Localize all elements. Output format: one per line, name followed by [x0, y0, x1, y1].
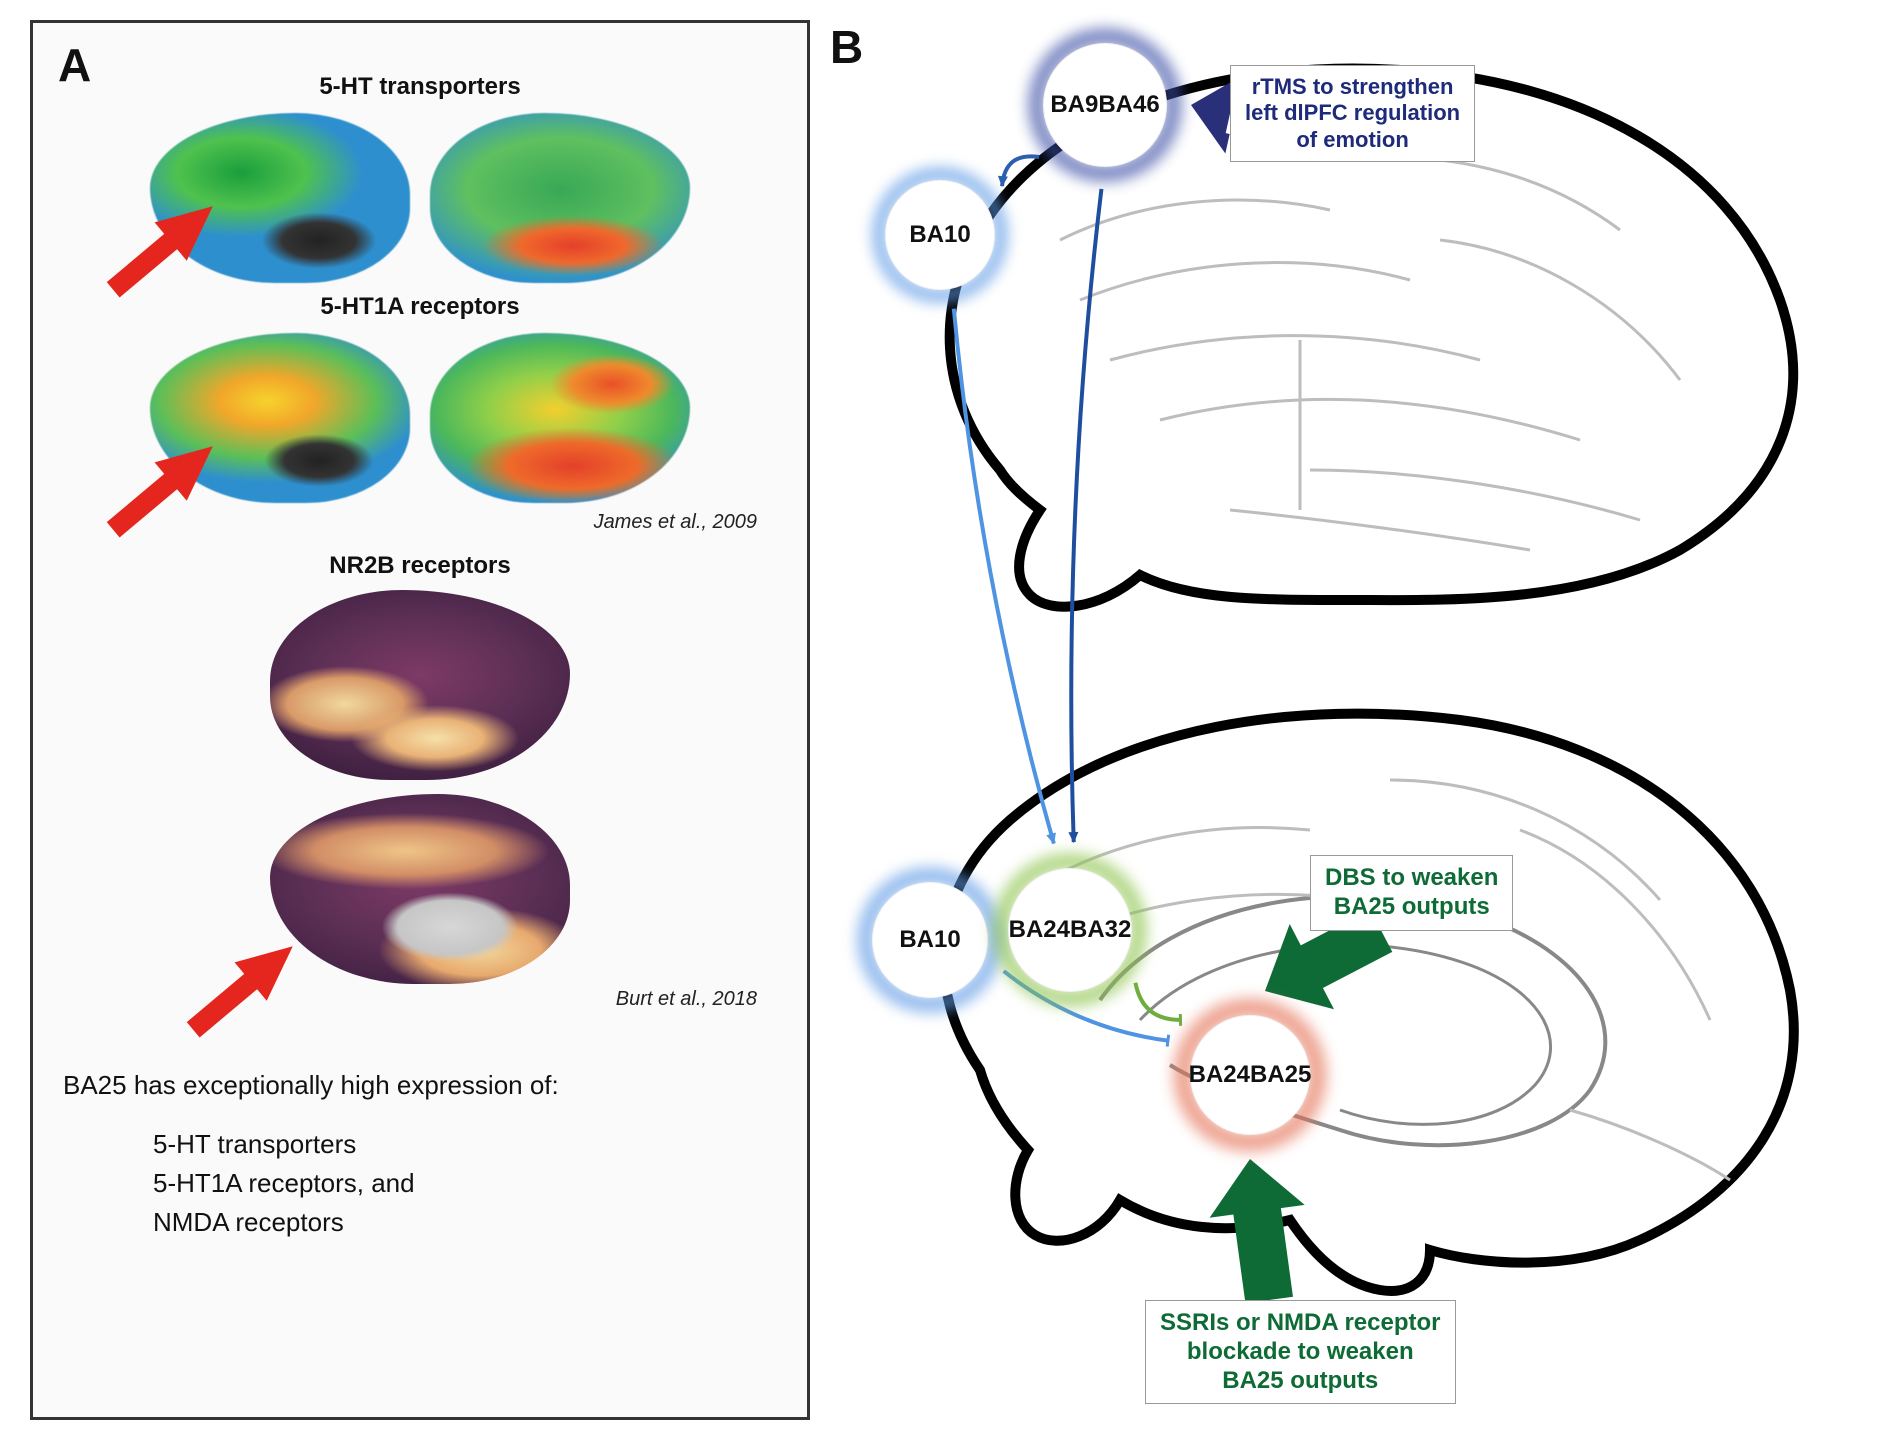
brain-5ht-medial: [150, 113, 410, 283]
brain-nr2b-medial: [270, 794, 570, 984]
row1-title: 5-HT transporters: [63, 73, 777, 101]
node-ba10_bot: BA10: [872, 882, 988, 998]
panel-a: A 5-HT transporters 5-HT1A receptors Jam…: [30, 20, 810, 1420]
panel-a-footer: BA25 has exceptionally high expression o…: [63, 1066, 777, 1242]
figure-root: A 5-HT transporters 5-HT1A receptors Jam…: [0, 0, 1881, 1453]
brain-5ht-lateral: [430, 113, 690, 283]
brain-5ht1a-lateral: [430, 333, 690, 503]
citation-james: James et al., 2009: [63, 511, 757, 534]
footer-item: NMDA receptors: [153, 1203, 777, 1242]
row2-title: 5-HT1A receptors: [63, 293, 777, 321]
footer-item: 5-HT transporters: [153, 1125, 777, 1164]
citation-burt: Burt et al., 2018: [63, 988, 757, 1011]
row2-brains: [63, 333, 777, 503]
row3-brains: [63, 590, 777, 984]
node-ba24_25: BA24BA25: [1190, 1015, 1310, 1135]
node-ba24_32: BA24BA32: [1008, 868, 1132, 992]
panel-a-label: A: [58, 38, 91, 92]
brain-nr2b-lateral: [270, 590, 570, 780]
callout-ssri: SSRIs or NMDA receptorblockade to weaken…: [1145, 1300, 1456, 1404]
brain-5ht1a-medial: [150, 333, 410, 503]
node-dlpfc: BA9BA46: [1043, 43, 1167, 167]
callout-dbs: DBS to weakenBA25 outputs: [1310, 855, 1513, 931]
row1-brains: [63, 113, 777, 283]
panel-b: B: [810, 0, 1881, 1453]
node-ba10_top: BA10: [885, 180, 995, 290]
callout-rtms: rTMS to strengthenleft dlPFC regulationo…: [1230, 65, 1475, 162]
panel-b-label: B: [830, 20, 863, 74]
row3-title: NR2B receptors: [63, 552, 777, 580]
footer-lead: BA25 has exceptionally high expression o…: [63, 1066, 777, 1105]
brain-outline-medial: [870, 690, 1830, 1310]
footer-item: 5-HT1A receptors, and: [153, 1164, 777, 1203]
